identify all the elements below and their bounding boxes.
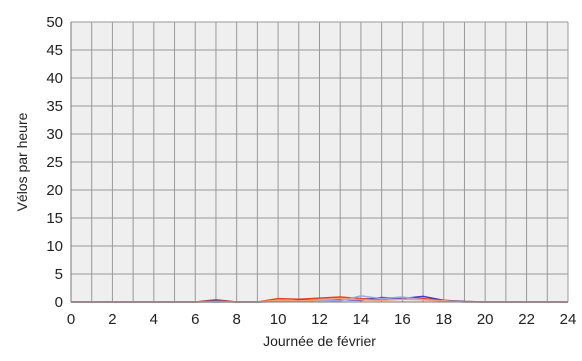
y-tick-label: 15	[46, 210, 63, 227]
tick-labels: 0 2 4 6 8 10 12 14 16 18 20 22 240510152025303540455…	[46, 14, 576, 328]
y-tick-label: 25	[46, 154, 63, 171]
x-tick-label: 12	[311, 311, 328, 328]
y-axis-title: Vélos par heure	[14, 112, 30, 211]
y-tick-label: 50	[46, 14, 63, 31]
x-axis-title: Journée de février	[263, 333, 376, 349]
x-tick-label: 16	[394, 311, 411, 328]
x-tick-label: 22	[518, 311, 535, 328]
x-tick-label: 20	[477, 311, 494, 328]
y-tick-label: 5	[55, 266, 63, 283]
y-tick-label: 0	[55, 294, 63, 311]
axes	[70, 22, 568, 303]
grid-lines	[70, 21, 569, 303]
x-tick-label: 2	[108, 311, 116, 328]
y-tick-label: 10	[46, 238, 63, 255]
x-tick-label: 10	[270, 311, 287, 328]
x-tick-label: 18	[435, 311, 452, 328]
x-tick-label: 8	[232, 311, 240, 328]
y-tick-label: 35	[46, 98, 63, 115]
x-tick-label: 4	[150, 311, 158, 328]
y-tick-label: 40	[46, 70, 63, 87]
y-tick-label: 30	[46, 126, 63, 143]
x-tick-label: 14	[353, 311, 370, 328]
y-tick-label: 20	[46, 182, 63, 199]
y-tick-label: 45	[46, 42, 63, 59]
x-tick-label: 24	[560, 311, 577, 328]
x-tick-label: 0	[67, 311, 75, 328]
x-tick-label: 6	[191, 311, 199, 328]
